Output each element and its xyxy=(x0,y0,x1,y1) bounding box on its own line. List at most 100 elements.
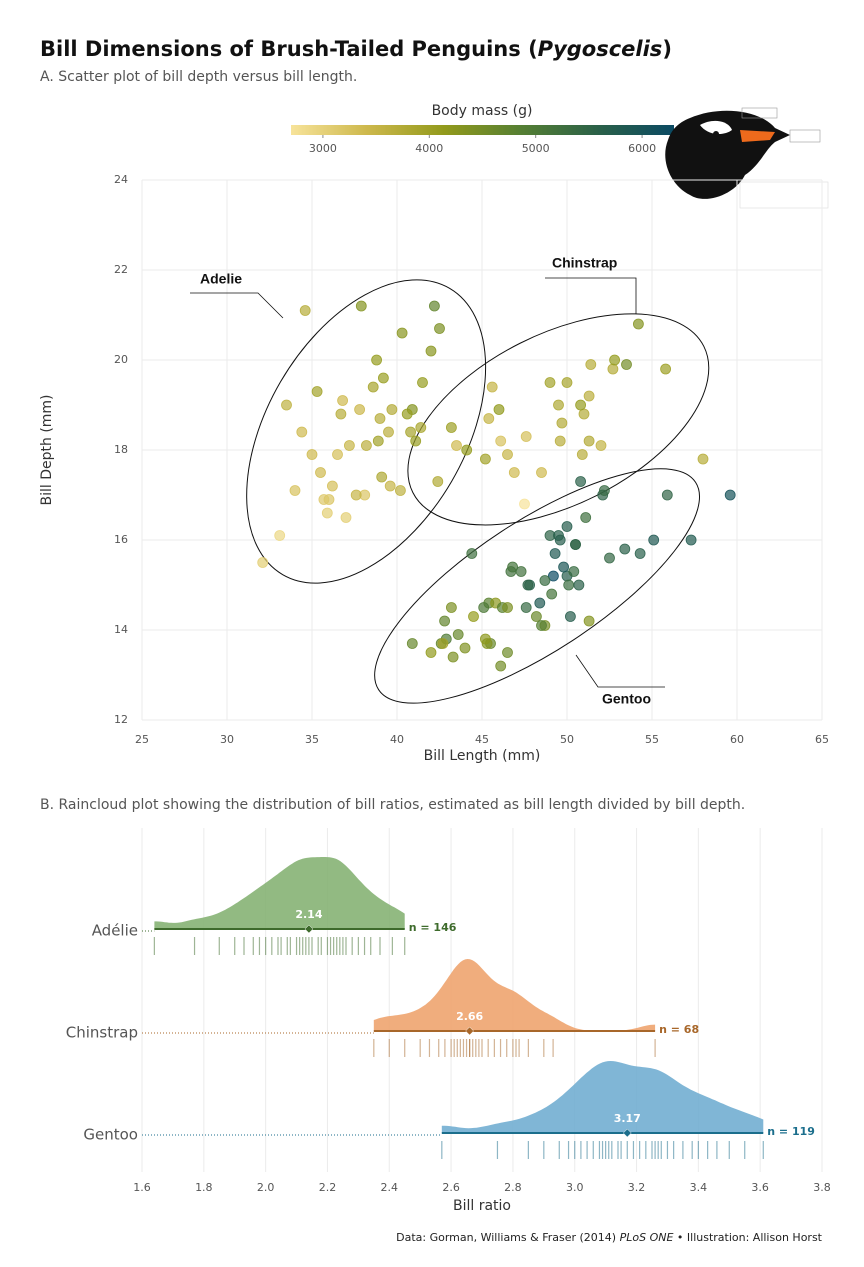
n-label: n = 146 xyxy=(409,921,457,934)
point xyxy=(479,633,491,645)
point xyxy=(486,381,498,393)
confidence-ellipse xyxy=(374,468,701,704)
x-tick-label: 3.6 xyxy=(751,1181,769,1194)
x-tick-label: 3.2 xyxy=(628,1181,646,1194)
point xyxy=(515,566,527,577)
point xyxy=(568,566,580,577)
point xyxy=(417,377,428,388)
x-tick-label: 2.6 xyxy=(442,1181,460,1194)
x-tick-label: 1.8 xyxy=(195,1181,213,1194)
colorbar xyxy=(291,125,674,135)
point xyxy=(428,300,440,312)
y-tick-label: 22 xyxy=(114,263,128,276)
point xyxy=(531,611,542,622)
y-tick-label: 12 xyxy=(114,713,128,726)
point xyxy=(522,579,534,591)
point xyxy=(609,354,620,366)
point xyxy=(299,305,311,316)
point xyxy=(383,426,394,438)
point xyxy=(493,404,505,415)
point xyxy=(340,512,352,523)
confidence-ellipse xyxy=(246,279,487,584)
point xyxy=(558,561,569,573)
point xyxy=(384,480,396,492)
n-label: n = 68 xyxy=(659,1023,699,1036)
label-leader xyxy=(575,654,665,688)
y-tick-label: 18 xyxy=(114,443,128,456)
point xyxy=(619,543,631,555)
point xyxy=(576,449,588,460)
confidence-ellipse xyxy=(407,313,710,526)
point xyxy=(377,372,389,384)
point xyxy=(461,444,473,456)
y-tick-label: 24 xyxy=(114,173,128,186)
point xyxy=(573,579,585,591)
title-part: Pygoscelis xyxy=(538,37,663,61)
x-tick-label: 3.4 xyxy=(690,1181,708,1194)
point xyxy=(410,435,422,447)
point xyxy=(306,449,318,460)
x-tick-label: 35 xyxy=(305,733,319,746)
median-marker xyxy=(622,1128,632,1138)
point xyxy=(355,300,367,312)
point xyxy=(607,363,619,375)
point xyxy=(367,381,379,393)
point xyxy=(553,530,564,541)
point xyxy=(502,602,513,613)
point xyxy=(432,476,444,487)
point xyxy=(570,539,581,550)
point xyxy=(661,489,673,501)
x-axis-label: Bill ratio xyxy=(453,1198,511,1214)
median-marker xyxy=(304,924,314,934)
point xyxy=(445,422,457,433)
x-tick-label: 2.4 xyxy=(381,1181,399,1194)
point xyxy=(502,449,513,460)
caption-part: PLoS ONE xyxy=(620,1231,674,1244)
point xyxy=(452,629,464,640)
category-label: Adélie xyxy=(92,922,138,940)
point xyxy=(434,323,445,334)
point xyxy=(575,399,586,411)
point xyxy=(360,440,372,451)
point xyxy=(445,602,457,613)
density xyxy=(154,857,405,929)
point xyxy=(583,390,595,402)
point xyxy=(376,471,388,483)
subtitle: B. Raincloud plot showing the distributi… xyxy=(40,797,745,813)
colorbar-tick-label: 4000 xyxy=(415,142,443,155)
point xyxy=(534,597,546,609)
colorbar-tick-label: 6000 xyxy=(628,142,656,155)
point xyxy=(350,489,362,501)
point xyxy=(495,435,507,447)
point xyxy=(554,435,566,447)
x-tick-label: 3.8 xyxy=(813,1181,831,1194)
point xyxy=(561,521,573,532)
point xyxy=(437,638,449,649)
point xyxy=(296,426,308,438)
x-tick-label: 25 xyxy=(135,733,149,746)
x-tick-label: 50 xyxy=(560,733,574,746)
point xyxy=(311,386,323,397)
point xyxy=(508,467,520,478)
point xyxy=(633,318,644,330)
point xyxy=(519,498,530,510)
point xyxy=(318,494,330,505)
median-label: 3.17 xyxy=(614,1112,641,1125)
point xyxy=(536,467,547,478)
x-tick-label: 45 xyxy=(475,733,489,746)
y-tick-label: 20 xyxy=(114,353,128,366)
point xyxy=(451,440,462,451)
point xyxy=(599,485,610,496)
y-tick-label: 14 xyxy=(114,623,128,636)
penguin-head xyxy=(665,110,790,199)
point xyxy=(634,548,646,559)
point xyxy=(544,377,556,388)
point xyxy=(502,647,513,658)
x-tick-label: 2.8 xyxy=(504,1181,522,1194)
point xyxy=(575,476,586,487)
point xyxy=(337,395,349,406)
x-tick-label: 40 xyxy=(390,733,404,746)
point xyxy=(354,404,366,415)
point xyxy=(425,345,437,357)
x-tick-label: 1.6 xyxy=(133,1181,151,1194)
